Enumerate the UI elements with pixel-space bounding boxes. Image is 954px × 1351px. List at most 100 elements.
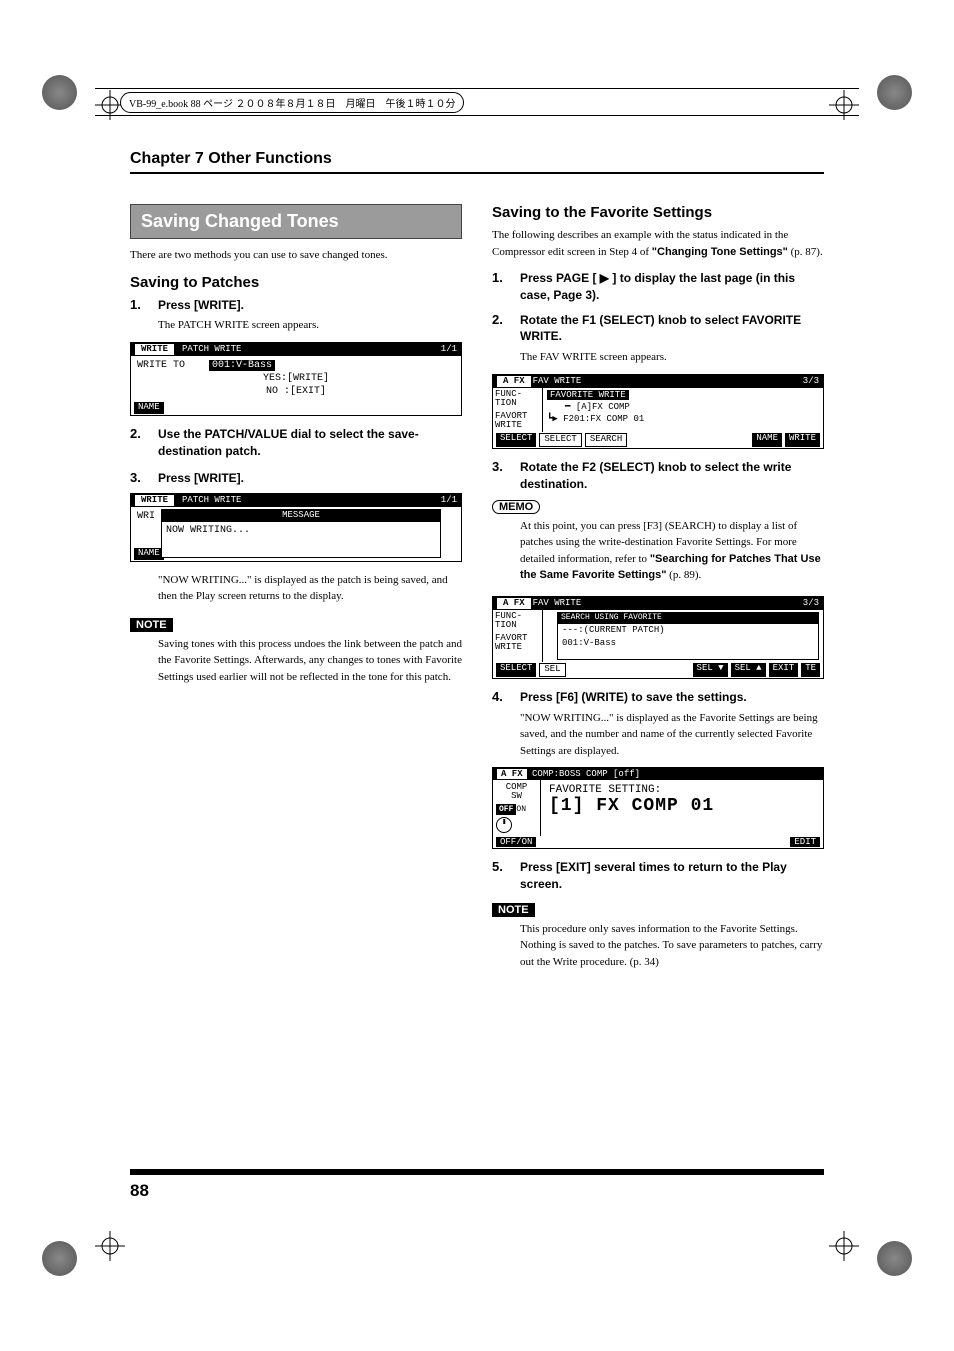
corner-ornament <box>42 1241 77 1276</box>
lcd-text: WRI <box>137 511 155 522</box>
lcd-text: NOW WRITING... <box>162 522 440 539</box>
crop-mark-icon <box>829 1231 859 1261</box>
body-text: "NOW WRITING..." is displayed as the pat… <box>158 572 462 605</box>
left-column: Saving Changed Tones There are two metho… <box>130 204 462 982</box>
page-number: 88 <box>130 1181 824 1201</box>
lcd-button: OFF/ON <box>496 837 536 847</box>
lcd-text: FAVORITE WRITE <box>547 390 629 400</box>
page-footer: 88 <box>130 1169 824 1201</box>
lcd-text: 001:V-Bass <box>209 360 275 371</box>
step-instruction: Rotate the F2 (SELECT) knob to select th… <box>520 459 824 493</box>
lcd-button: NAME <box>752 433 782 447</box>
step-item: 4. Press [F6] (WRITE) to save the settin… <box>492 689 824 706</box>
subheading: Saving to Patches <box>130 274 462 291</box>
lcd-text: NO :[EXIT] <box>137 385 455 398</box>
lcd-tab: WRITE <box>135 344 174 356</box>
lcd-button: NAME <box>134 402 164 414</box>
note-text: This procedure only saves information to… <box>520 921 824 971</box>
lcd-text: OFF <box>496 804 516 815</box>
subheading: Saving to the Favorite Settings <box>492 204 824 221</box>
step-number: 2. <box>130 426 148 460</box>
lcd-text: WRITE TO <box>137 360 185 371</box>
lcd-text: ---:(CURRENT PATCH) <box>558 624 818 638</box>
lcd-button: SEL ▼ <box>693 663 728 677</box>
lcd-tab: A FX <box>497 769 527 779</box>
lcd-text: YES:[WRITE] <box>137 372 455 385</box>
step-subtext: The PATCH WRITE screen appears. <box>158 317 462 334</box>
lcd-text: ON <box>516 805 526 814</box>
lcd-text: 001:V-Bass <box>558 637 818 651</box>
step-number: 3. <box>492 459 510 493</box>
body-text: The following describes an example with … <box>492 227 824 260</box>
lcd-button: SELECT <box>539 433 581 447</box>
knob-icon <box>496 817 512 833</box>
lcd-tab: PATCH WRITE <box>176 344 247 356</box>
step-number: 3. <box>130 470 148 487</box>
lcd-page: 3/3 <box>803 376 819 388</box>
step-subtext: "NOW WRITING..." is displayed as the Fav… <box>520 710 824 760</box>
lcd-screenshot: WRITE PATCH WRITE 1/1 WRITE TO 001:V-Bas… <box>130 342 462 416</box>
memo-text: At this point, you can press [F3] (SEARC… <box>520 518 824 584</box>
lcd-page: 1/1 <box>441 344 457 356</box>
lcd-text: FAVORITE SETTING: <box>549 784 815 796</box>
lcd-screenshot: A FX FAV WRITE 3/3 FUNC- TION FAVORT WRI… <box>492 596 824 679</box>
lcd-page: 1/1 <box>441 495 457 507</box>
crop-mark-icon <box>95 1231 125 1261</box>
step-number: 2. <box>492 312 510 346</box>
step-item: 1. Press [WRITE]. <box>130 297 462 314</box>
step-item: 1. Press PAGE [ ▶ ] to display the last … <box>492 270 824 304</box>
lcd-text: FUNC- TION <box>495 612 540 630</box>
note-text: Saving tones with this process undoes th… <box>158 636 462 686</box>
lcd-text: FAV WRITE <box>533 598 582 610</box>
chapter-header: Chapter 7 Other Functions <box>130 150 824 174</box>
step-instruction: Press [WRITE]. <box>158 470 244 487</box>
lcd-button: SEL <box>539 663 565 677</box>
lcd-button: SELECT <box>496 663 536 677</box>
lcd-tab: A FX <box>497 376 531 388</box>
corner-ornament <box>42 75 77 110</box>
chapter-title: Chapter 7 Other Functions <box>130 150 332 167</box>
lcd-text: [1] FX COMP 01 <box>549 796 815 816</box>
lcd-text: FAV WRITE <box>533 376 582 388</box>
step-item: 3. Rotate the F2 (SELECT) knob to select… <box>492 459 824 493</box>
step-subtext: The FAV WRITE screen appears. <box>520 349 824 366</box>
step-instruction: Use the PATCH/VALUE dial to select the s… <box>158 426 462 460</box>
lcd-screenshot: WRITE PATCH WRITE 1/1 WRI MESSAGE NOW WR… <box>130 493 462 562</box>
lcd-text: SEARCH USING FAVORITE <box>558 613 818 623</box>
step-item: 5. Press [EXIT] several times to return … <box>492 859 824 893</box>
lcd-button: SEARCH <box>585 433 627 447</box>
header-oval: VB-99_e.book 88 ページ ２００８年８月１８日 月曜日 午後１時１… <box>120 92 464 113</box>
lcd-button: SEL ▲ <box>731 663 766 677</box>
section-banner: Saving Changed Tones <box>130 204 462 239</box>
lcd-button: SELECT <box>496 433 536 447</box>
lcd-text: COMP SW <box>496 783 537 801</box>
step-item: 2. Rotate the F1 (SELECT) knob to select… <box>492 312 824 346</box>
lcd-screenshot: A FX COMP:BOSS COMP [off] COMP SW OFFON … <box>492 767 824 849</box>
lcd-page: 3/3 <box>803 598 819 610</box>
lcd-tab: WRITE <box>135 495 174 507</box>
step-instruction: Press [F6] (WRITE) to save the settings. <box>520 689 747 706</box>
lcd-tab: PATCH WRITE <box>176 495 247 507</box>
note-label: NOTE <box>492 903 535 917</box>
lcd-text: FAVORT WRITE <box>495 634 540 652</box>
step-instruction: Press PAGE [ ▶ ] to display the last pag… <box>520 270 824 304</box>
step-instruction: Press [EXIT] several times to return to … <box>520 859 824 893</box>
step-instruction: Rotate the F1 (SELECT) knob to select FA… <box>520 312 824 346</box>
lcd-text: FUNC- TION <box>495 390 540 408</box>
lcd-text: [A]FX COMP <box>576 402 630 412</box>
lcd-text: MESSAGE <box>162 510 440 522</box>
lcd-button: EDIT <box>790 837 820 847</box>
lcd-button: WRITE <box>785 433 820 447</box>
step-item: 2. Use the PATCH/VALUE dial to select th… <box>130 426 462 460</box>
step-instruction: Press [WRITE]. <box>158 297 244 314</box>
step-number: 4. <box>492 689 510 706</box>
corner-ornament <box>877 1241 912 1276</box>
right-column: Saving to the Favorite Settings The foll… <box>492 204 824 982</box>
memo-label: MEMO <box>492 500 540 514</box>
step-number: 1. <box>492 270 510 304</box>
lcd-screenshot: A FX FAV WRITE 3/3 FUNC- TION FAVORT WRI… <box>492 374 824 449</box>
lcd-text: COMP:BOSS COMP [off] <box>532 769 640 779</box>
lcd-button: TE <box>801 663 820 677</box>
corner-ornament <box>877 75 912 110</box>
lcd-tab: A FX <box>497 598 531 610</box>
